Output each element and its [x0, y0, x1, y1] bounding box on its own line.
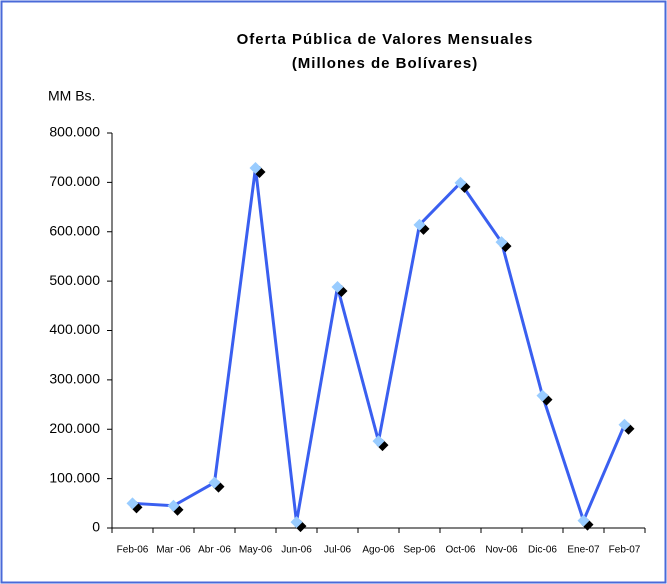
- marker: [290, 516, 303, 529]
- x-tick-label: Sep-06: [403, 545, 436, 556]
- y-tick-label: 800.000: [49, 124, 100, 140]
- y-tick-label: 100.000: [49, 469, 100, 485]
- marker: [208, 476, 221, 489]
- y-axis-label: MM Bs.: [48, 88, 95, 104]
- marker: [331, 281, 344, 294]
- x-tick-label: Mar -06: [156, 545, 191, 556]
- marker: [454, 176, 467, 189]
- chart-subtitle: (Millones de Bolívares): [292, 55, 478, 72]
- y-tick-label: 300.000: [49, 371, 100, 387]
- x-tick-label: Jun-06: [281, 545, 312, 556]
- y-tick-label: 400.000: [49, 321, 100, 337]
- x-tick-label: Oct-06: [445, 545, 475, 556]
- y-tick-label: 0: [92, 519, 100, 535]
- y-tick-label: 500.000: [49, 272, 100, 288]
- marker: [618, 418, 631, 431]
- marker: [495, 236, 508, 249]
- y-tick-label: 700.000: [49, 173, 100, 189]
- y-tick-label: 600.000: [49, 222, 100, 238]
- marker: [577, 514, 590, 527]
- chart-title: Oferta Pública de Valores Mensuales: [237, 31, 534, 48]
- x-tick-label: Feb-06: [117, 545, 149, 556]
- x-tick-label: Feb-07: [609, 545, 641, 556]
- x-tick-label: Dic-06: [528, 545, 557, 556]
- y-tick-label: 200.000: [49, 420, 100, 436]
- marker: [372, 435, 385, 448]
- x-tick-label: Ene-07: [567, 545, 600, 556]
- x-tick-label: Nov-06: [485, 545, 518, 556]
- marker: [126, 497, 139, 510]
- x-tick-label: Abr -06: [198, 545, 231, 556]
- marker: [536, 389, 549, 402]
- x-tick-label: May-06: [239, 545, 273, 556]
- marker: [249, 162, 262, 175]
- marker: [167, 499, 180, 512]
- x-tick-label: Jul-06: [324, 545, 352, 556]
- marker: [413, 218, 426, 231]
- x-tick-label: Ago-06: [362, 545, 395, 556]
